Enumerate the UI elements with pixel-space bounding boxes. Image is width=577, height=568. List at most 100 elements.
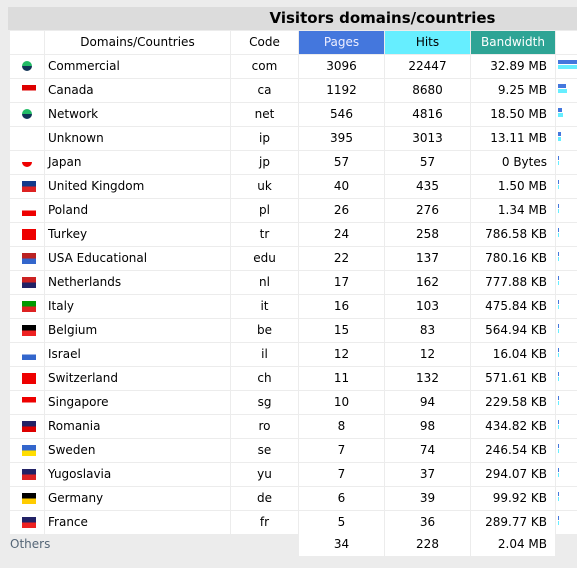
hits-bar xyxy=(558,137,561,141)
flag-cell xyxy=(10,55,44,78)
pages-bar xyxy=(558,324,559,328)
pages-value: 395 xyxy=(299,127,384,150)
pages-bar xyxy=(558,156,559,160)
hits-bar xyxy=(558,329,559,333)
flag-icon xyxy=(22,325,36,336)
flag-cell xyxy=(10,151,44,174)
country-code: tr xyxy=(231,223,298,246)
country-code: sg xyxy=(231,391,298,414)
flag-icon xyxy=(22,205,36,216)
flag-cell xyxy=(10,199,44,222)
bandwidth-value: 246.54 KB xyxy=(471,439,555,462)
country-code: pl xyxy=(231,199,298,222)
hits-bar xyxy=(558,353,559,357)
pages-bar xyxy=(558,60,577,64)
bandwidth-value: 18.50 MB xyxy=(471,103,555,126)
country-name: Singapore xyxy=(45,391,230,414)
pages-value: 57 xyxy=(299,151,384,174)
country-name: Poland xyxy=(45,199,230,222)
hits-value: 162 xyxy=(385,271,470,294)
pages-bar xyxy=(558,444,559,448)
flag-cell xyxy=(10,343,44,366)
bandwidth-value: 571.61 KB xyxy=(471,367,555,390)
country-code: ro xyxy=(231,415,298,438)
flag-icon xyxy=(22,493,36,504)
pages-bar xyxy=(558,180,559,184)
bandwidth-value: 786.58 KB xyxy=(471,223,555,246)
bandwidth-value: 777.88 KB xyxy=(471,271,555,294)
hits-bar xyxy=(558,89,567,93)
graph-cell xyxy=(556,415,577,438)
flag-icon xyxy=(22,277,36,288)
pages-bar xyxy=(558,468,559,472)
graph-cell xyxy=(556,151,577,174)
graph-cell xyxy=(556,175,577,198)
header-cell: Domains/Countries xyxy=(45,31,230,54)
pages-value: 10 xyxy=(299,391,384,414)
pages-bar xyxy=(558,420,559,424)
bandwidth-value: 9.25 MB xyxy=(471,79,555,102)
header-cell xyxy=(556,31,577,54)
hits-bar xyxy=(558,497,559,501)
flag-icon xyxy=(22,373,36,384)
graph-cell xyxy=(556,271,577,294)
graph-cell xyxy=(556,343,577,366)
pages-value: 7 xyxy=(299,463,384,486)
pages-value: 22 xyxy=(299,247,384,270)
hits-value: 435 xyxy=(385,175,470,198)
country-name: Italy xyxy=(45,295,230,318)
country-name: Netherlands xyxy=(45,271,230,294)
country-name: United Kingdom xyxy=(45,175,230,198)
country-name: USA Educational xyxy=(45,247,230,270)
header-cell: Bandwidth xyxy=(471,31,555,54)
flag-icon xyxy=(22,229,36,240)
hits-bar xyxy=(558,521,559,525)
bandwidth-value: 13.11 MB xyxy=(471,127,555,150)
country-code: it xyxy=(231,295,298,318)
country-name: Network xyxy=(45,103,230,126)
pages-value: 24 xyxy=(299,223,384,246)
pages-value: 11 xyxy=(299,367,384,390)
flag-cell xyxy=(10,463,44,486)
bandwidth-value: 564.94 KB xyxy=(471,319,555,342)
country-code: il xyxy=(231,343,298,366)
country-name: France xyxy=(45,511,230,534)
hits-value: 132 xyxy=(385,367,470,390)
pages-bar xyxy=(558,204,559,208)
hits-value: 39 xyxy=(385,487,470,510)
hits-bar xyxy=(558,65,577,69)
bandwidth-value: 1.34 MB xyxy=(471,199,555,222)
hits-value: 57 xyxy=(385,151,470,174)
hits-bar xyxy=(558,425,559,429)
pages-bar xyxy=(558,300,559,304)
hits-bar xyxy=(558,449,559,453)
pages-value: 8 xyxy=(299,415,384,438)
country-code: yu xyxy=(231,463,298,486)
bandwidth-value: 475.84 KB xyxy=(471,295,555,318)
country-code: com xyxy=(231,55,298,78)
flag-icon xyxy=(22,469,36,480)
country-name: Canada xyxy=(45,79,230,102)
hits-bar xyxy=(558,209,559,213)
pages-bar xyxy=(558,372,559,376)
graph-cell xyxy=(556,223,577,246)
pages-bar xyxy=(558,276,559,280)
hits-value: 94 xyxy=(385,391,470,414)
flag-cell xyxy=(10,391,44,414)
hits-value: 74 xyxy=(385,439,470,462)
hits-value: 12 xyxy=(385,343,470,366)
pages-bar xyxy=(558,492,559,496)
flag-icon xyxy=(22,517,36,528)
graph-cell xyxy=(556,295,577,318)
bandwidth-value: 0 Bytes xyxy=(471,151,555,174)
flag-icon xyxy=(22,253,36,264)
graph-cell xyxy=(556,103,577,126)
country-code: ch xyxy=(231,367,298,390)
header-cell: Code xyxy=(231,31,298,54)
section-title: Visitors domains/countries xyxy=(8,7,577,30)
flag-cell xyxy=(10,295,44,318)
graph-cell xyxy=(556,55,577,78)
graph-cell xyxy=(556,511,577,534)
country-code: ip xyxy=(231,127,298,150)
pages-bar xyxy=(558,108,562,112)
